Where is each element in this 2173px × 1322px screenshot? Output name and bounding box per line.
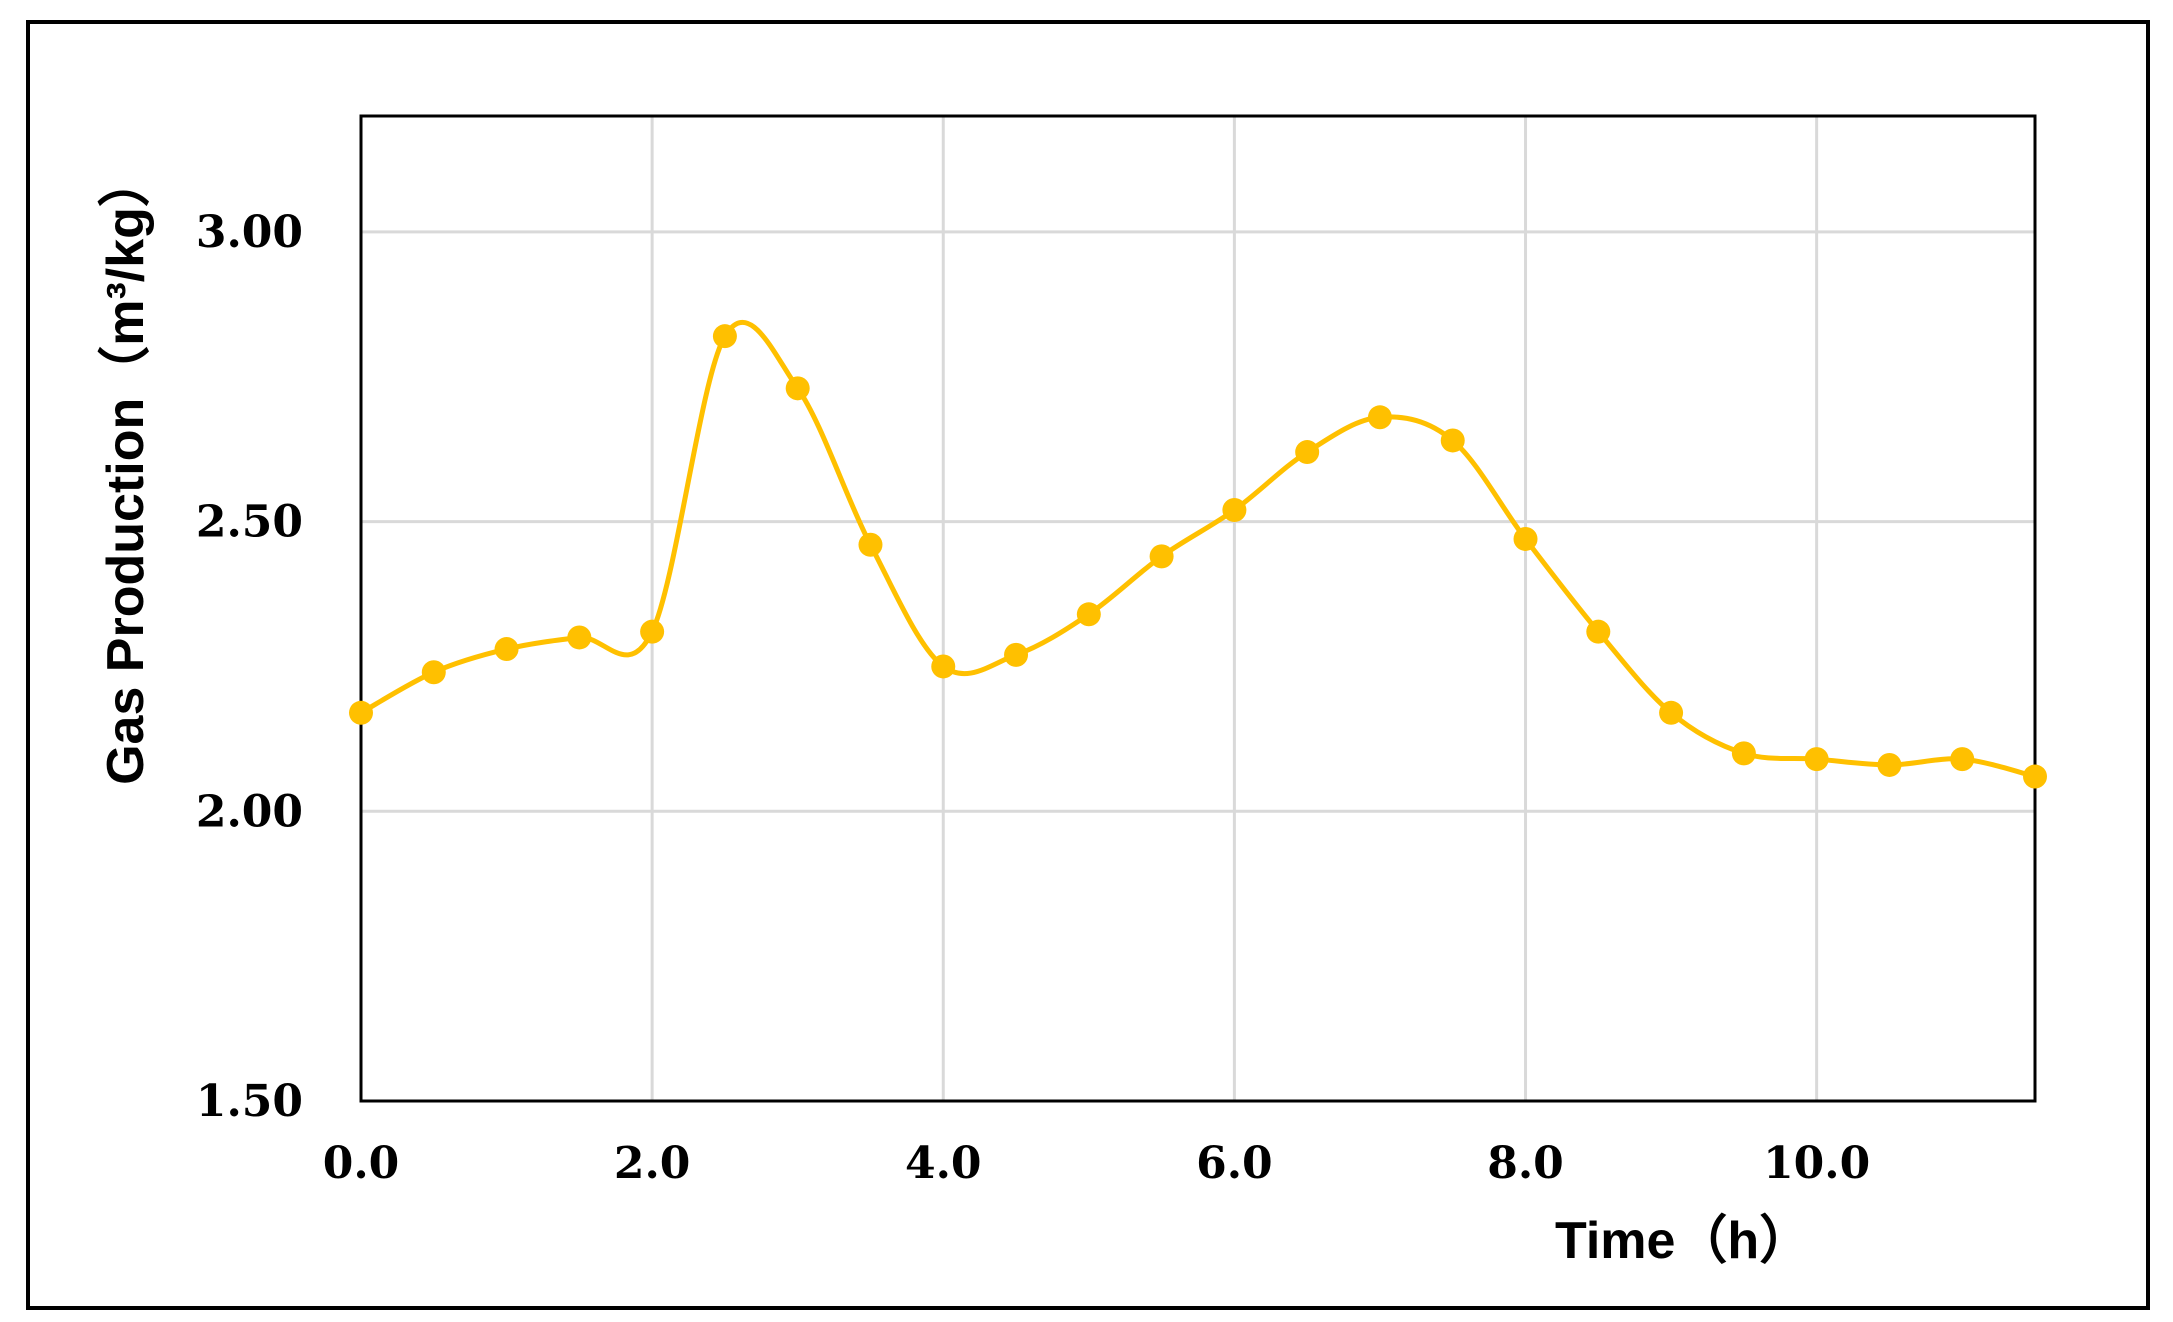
data-point	[858, 532, 883, 557]
figure-border	[26, 20, 2150, 1310]
x-tick-label: 2.0	[614, 1138, 691, 1189]
data-point	[640, 619, 665, 644]
data-point	[494, 637, 519, 662]
data-point	[1222, 498, 1247, 522]
data-point	[1076, 602, 1101, 627]
data-point	[2023, 764, 2047, 789]
data-point	[785, 376, 810, 401]
data-point	[1004, 642, 1029, 667]
data-point	[1804, 747, 1829, 772]
y-tick-label: 2.00	[196, 786, 303, 837]
data-point	[1367, 405, 1392, 430]
gridlines	[361, 116, 2035, 1101]
series	[349, 319, 2047, 789]
plot-area-border	[359, 114, 2037, 1103]
x-axis-ticks: 0.0 2.0 4.0 6.0 8.0 10.0	[323, 1138, 1871, 1189]
y-axis-title: Gas Production（m³/kg）	[97, 155, 155, 785]
data-point	[567, 625, 592, 650]
y-tick-label: 3.00	[196, 207, 303, 258]
y-tick-label: 2.50	[196, 497, 303, 548]
data-point	[1513, 526, 1538, 551]
data-point	[712, 324, 737, 349]
data-point	[1295, 440, 1320, 465]
data-point	[1149, 544, 1174, 569]
data-point	[421, 660, 446, 685]
x-tick-label: 4.0	[905, 1138, 982, 1189]
data-point	[349, 700, 373, 725]
x-tick-label: 0.0	[323, 1138, 400, 1189]
x-tick-label: 10.0	[1763, 1138, 1870, 1189]
data-point	[1950, 747, 1975, 772]
y-axis-ticks: 1.50 2.00 2.50 3.00	[196, 207, 303, 1127]
data-point	[931, 654, 956, 679]
data-point	[1440, 428, 1465, 453]
data-point	[1731, 741, 1756, 766]
x-axis-title: Time（h）	[1555, 1212, 1811, 1270]
data-point	[1877, 752, 1902, 777]
x-tick-label: 8.0	[1487, 1138, 1564, 1189]
y-tick-label: 1.50	[196, 1076, 303, 1127]
data-point	[1586, 619, 1611, 644]
x-tick-label: 6.0	[1196, 1138, 1273, 1189]
data-point	[1659, 700, 1684, 725]
